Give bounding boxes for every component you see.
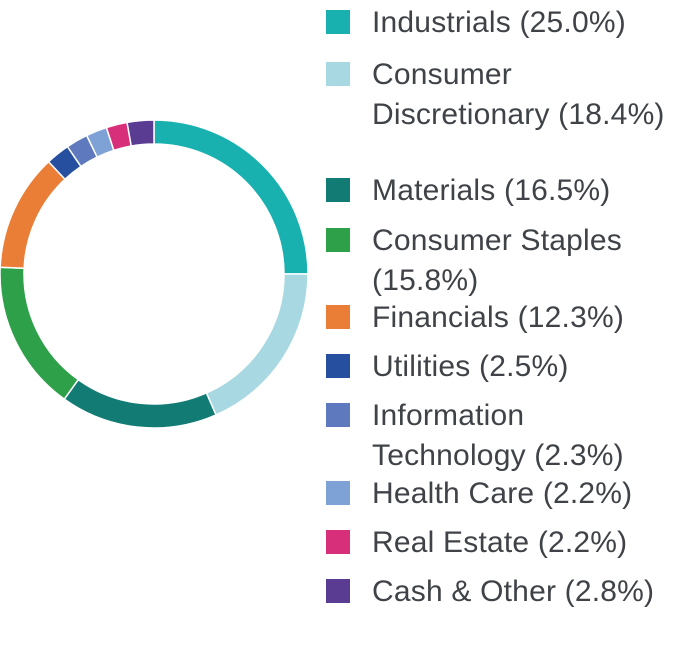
- legend-label-materials: Materials (16.5%): [372, 174, 611, 207]
- legend-label-real-estate: Real Estate (2.2%): [372, 526, 628, 559]
- slice-industrials: [153, 119, 309, 275]
- legend-swatch-health-care: [326, 481, 350, 505]
- legend-swatch-cash-other: [326, 579, 350, 603]
- slice-financials: [0, 160, 67, 270]
- slice-consumer-discretionary: [205, 273, 309, 416]
- legend-label-health-care: Health Care (2.2%): [372, 477, 633, 510]
- legend-swatch-consumer-staples: [326, 228, 350, 252]
- donut-chart: [0, 119, 309, 429]
- legend-label-utilities: Utilities (2.5%): [372, 350, 569, 383]
- legend-label-financials: Financials (12.3%): [372, 301, 625, 334]
- legend-swatch-information-technology: [326, 403, 350, 427]
- legend-swatch-real-estate: [326, 530, 350, 554]
- legend-swatch-financials: [326, 305, 350, 329]
- legend-swatch-consumer-discretionary: [326, 62, 350, 86]
- slice-consumer-staples: [0, 266, 80, 401]
- slice-cash-other: [126, 119, 155, 147]
- legend-label-industrials: Industrials (25.0%): [372, 6, 626, 39]
- slice-materials: [63, 378, 218, 429]
- legend-label-consumer-discretionary: Consumer Discretionary (18.4%): [372, 58, 665, 131]
- legend-swatch-utilities: [326, 354, 350, 378]
- legend-swatch-materials: [326, 178, 350, 202]
- legend-swatch-industrials: [326, 10, 350, 34]
- legend-label-consumer-staples: Consumer Staples (15.8%): [372, 224, 622, 297]
- legend-label-information-technology: Information Technology (2.3%): [372, 399, 624, 472]
- legend-label-cash-other: Cash & Other (2.8%): [372, 575, 655, 608]
